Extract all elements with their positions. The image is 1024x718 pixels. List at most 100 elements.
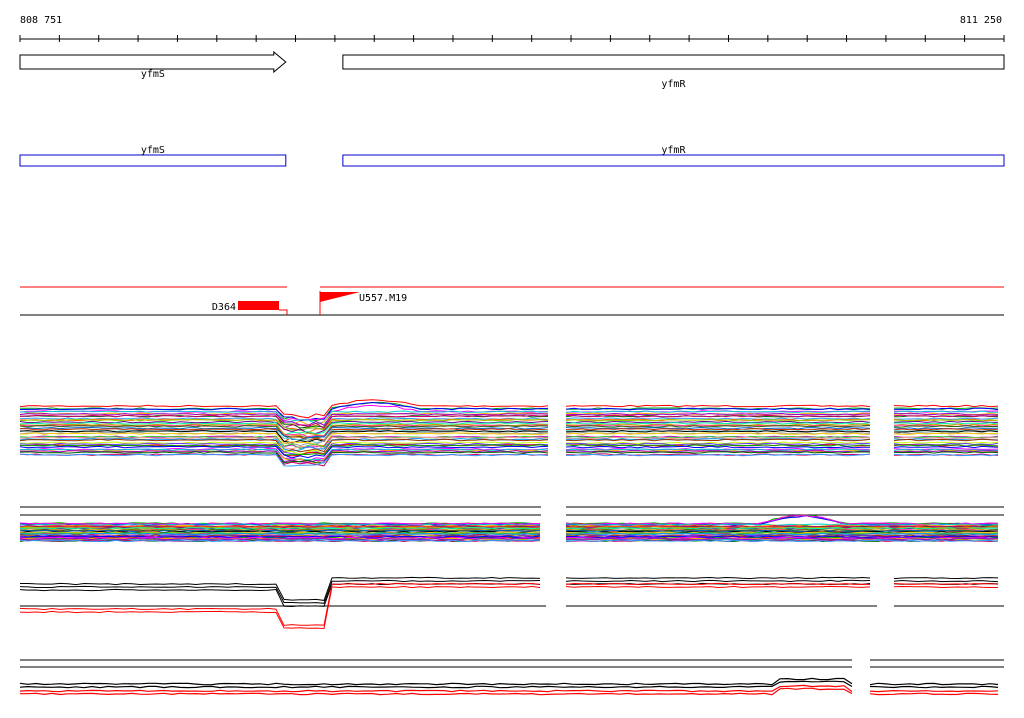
expression-profile-line xyxy=(893,420,998,424)
gene-feature-box[interactable] xyxy=(19,154,287,167)
summary-profile-line xyxy=(893,579,999,583)
expression-profile-line xyxy=(565,412,870,416)
expression-profile-line xyxy=(893,414,999,418)
expression-profile-line xyxy=(893,445,999,449)
expression-profile-line xyxy=(19,399,549,419)
expression-profile-line xyxy=(19,524,541,528)
expression-profile-line xyxy=(19,523,540,526)
annotation-track: D364 U557.M19 xyxy=(20,286,1004,316)
expression-profile-line xyxy=(893,418,999,422)
expression-profile-line xyxy=(565,537,999,541)
expression-summary-panel-1 xyxy=(19,576,1004,630)
expression-profile-line xyxy=(19,535,541,539)
gene-feature-box[interactable] xyxy=(342,154,1005,167)
summary-profile-line xyxy=(869,692,999,696)
expression-profile-line xyxy=(19,453,549,467)
expression-profile-line xyxy=(565,419,870,422)
expression-profile-line xyxy=(565,441,871,445)
summary-profile-line xyxy=(19,585,541,630)
expression-profile-line xyxy=(893,448,999,451)
expression-profile-line xyxy=(893,410,999,413)
expression-profile-line xyxy=(565,425,871,428)
gene-track-arrows: yfmS yfmR xyxy=(19,50,1005,90)
expression-profile-line xyxy=(565,438,871,442)
annotation-d364[interactable]: D364 xyxy=(212,301,288,315)
summary-profile-line xyxy=(20,576,541,601)
expression-profile-line xyxy=(565,427,871,431)
summary-profile-line xyxy=(893,585,998,589)
expression-profile-line xyxy=(565,539,999,543)
expression-profile-line xyxy=(565,414,871,418)
expression-profile-line xyxy=(894,412,999,416)
expression-profile-line xyxy=(565,407,871,411)
summary-profile-line xyxy=(19,684,853,693)
summary-profile-line xyxy=(565,582,871,586)
expression-profile-line xyxy=(19,449,549,464)
summary-profile-line xyxy=(565,585,871,589)
gene-label: yfmR xyxy=(661,79,686,90)
gene-yfmR-box[interactable]: yfmR xyxy=(342,145,1005,167)
expression-profile-line xyxy=(565,442,871,446)
expression-profile-line xyxy=(19,430,548,444)
summary-profile-line xyxy=(20,687,853,696)
annotation-u557-m19[interactable]: U557.M19 xyxy=(319,291,407,315)
summary-profile-line xyxy=(869,685,999,689)
expression-profile-line xyxy=(893,436,999,440)
expression-profile-line xyxy=(893,453,999,457)
expression-profile-line xyxy=(19,432,549,447)
expression-profile-line xyxy=(565,404,871,408)
expression-profile-line xyxy=(565,447,871,451)
expression-profile-panel-1 xyxy=(19,399,999,467)
gene-yfmS-box[interactable]: yfmS xyxy=(19,145,287,167)
annotation-flag[interactable] xyxy=(320,292,360,302)
expression-profile-line xyxy=(893,450,999,453)
expression-profile-line xyxy=(893,432,998,435)
expression-profile-line xyxy=(893,438,999,442)
gene-yfmR[interactable]: yfmR xyxy=(342,54,1005,90)
expression-profile-line xyxy=(565,448,871,451)
gene-yfmS[interactable]: yfmS xyxy=(19,50,287,80)
expression-profile-line xyxy=(19,418,549,431)
annotation-label: U557.M19 xyxy=(359,293,407,304)
expression-profile-line xyxy=(565,410,871,413)
expression-profile-line xyxy=(19,532,541,536)
expression-profile-line xyxy=(565,451,871,454)
gene-box[interactable] xyxy=(342,54,1005,70)
expression-profile-line xyxy=(565,534,999,538)
summary-profile-line xyxy=(565,576,871,580)
ruler-ticks xyxy=(19,35,1005,42)
expression-profile-line xyxy=(19,537,541,541)
expression-profile-line xyxy=(893,422,999,425)
summary-profile-line xyxy=(893,577,999,580)
expression-profile-line xyxy=(893,447,999,451)
expression-profile-line xyxy=(19,412,549,426)
expression-profile-line xyxy=(19,441,549,456)
expression-profile-line xyxy=(565,429,871,433)
expression-profile-line xyxy=(19,445,549,459)
expression-profile-line xyxy=(565,432,871,435)
expression-profile-line xyxy=(565,426,871,430)
annotation-block[interactable] xyxy=(238,301,279,310)
expression-profile-line xyxy=(19,438,549,452)
expression-profile-line xyxy=(19,420,549,435)
expression-profile-line xyxy=(565,444,871,447)
expression-summary-panel-2 xyxy=(19,659,1004,696)
expression-profile-line xyxy=(894,417,999,420)
summary-profile-line xyxy=(565,579,871,583)
expression-profile-line xyxy=(565,450,870,453)
gene-label: yfmR xyxy=(661,145,686,156)
summary-profile-line xyxy=(19,680,853,689)
annotation-label: D364 xyxy=(212,302,236,313)
expression-profile-line xyxy=(19,423,549,437)
gene-arrow[interactable] xyxy=(19,50,287,74)
expression-profile-line xyxy=(19,531,541,535)
expression-profile-line xyxy=(565,436,871,440)
expression-profile-line xyxy=(565,420,871,424)
expression-profile-line xyxy=(19,451,549,464)
gene-track-boxes: yfmS yfmR xyxy=(19,145,1005,167)
expression-profile-line xyxy=(565,453,871,457)
expression-profile-line xyxy=(893,425,999,428)
ruler-start-label: 808 751 xyxy=(20,15,62,26)
summary-profile-line xyxy=(869,689,999,693)
expression-profile-line xyxy=(893,444,999,447)
